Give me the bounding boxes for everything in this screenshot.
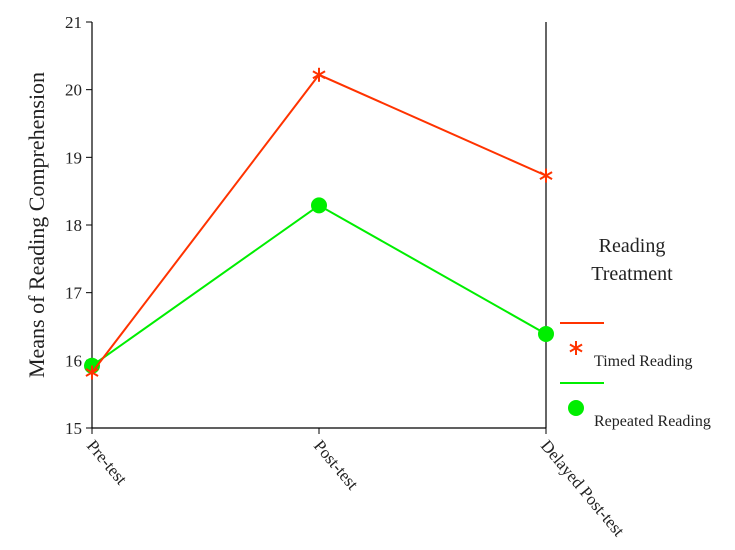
y-axis-ticks: 15 16 17 18 19 20 21 [65, 13, 92, 438]
series-line [91, 73, 547, 374]
series-repeated-reading [84, 197, 554, 374]
legend-label: Timed Reading [594, 353, 693, 370]
y-tick-label: 20 [65, 81, 82, 100]
series-timed-reading [85, 67, 553, 380]
legend-item: Timed Reading [560, 322, 693, 370]
data-point [311, 197, 327, 214]
legend-marker [569, 341, 583, 355]
legend-marker [568, 400, 584, 416]
x-axis-ticks: Pre-test Post-test Delayed Post-test [83, 428, 629, 540]
series-layer [84, 67, 554, 380]
legend-label: Repeated Reading [594, 413, 711, 430]
data-point [312, 67, 326, 82]
data-point [538, 325, 554, 342]
legend-item: Repeated Reading [560, 382, 711, 430]
x-tick-label: Pre-test [83, 436, 131, 488]
legend-items: Timed Reading Repeated Reading [560, 322, 711, 430]
y-tick-label: 19 [65, 148, 82, 167]
legend-title-line1: Reading [599, 235, 666, 257]
y-tick-label: 21 [65, 13, 82, 32]
y-tick-label: 15 [65, 419, 82, 438]
y-tick-label: 17 [65, 284, 83, 303]
x-tick-label: Post-test [310, 436, 362, 493]
data-point [85, 365, 99, 380]
y-axis-title: Means of Reading Comprehension [24, 72, 49, 378]
y-tick-label: 16 [65, 351, 82, 370]
series-line [91, 204, 547, 367]
legend: Reading Treatment Timed Reading Repeated … [560, 235, 711, 430]
y-tick-label: 18 [65, 216, 82, 235]
data-point [539, 168, 553, 183]
x-tick-label: Delayed Post-test [537, 436, 629, 540]
legend-title-line2: Treatment [591, 263, 673, 285]
